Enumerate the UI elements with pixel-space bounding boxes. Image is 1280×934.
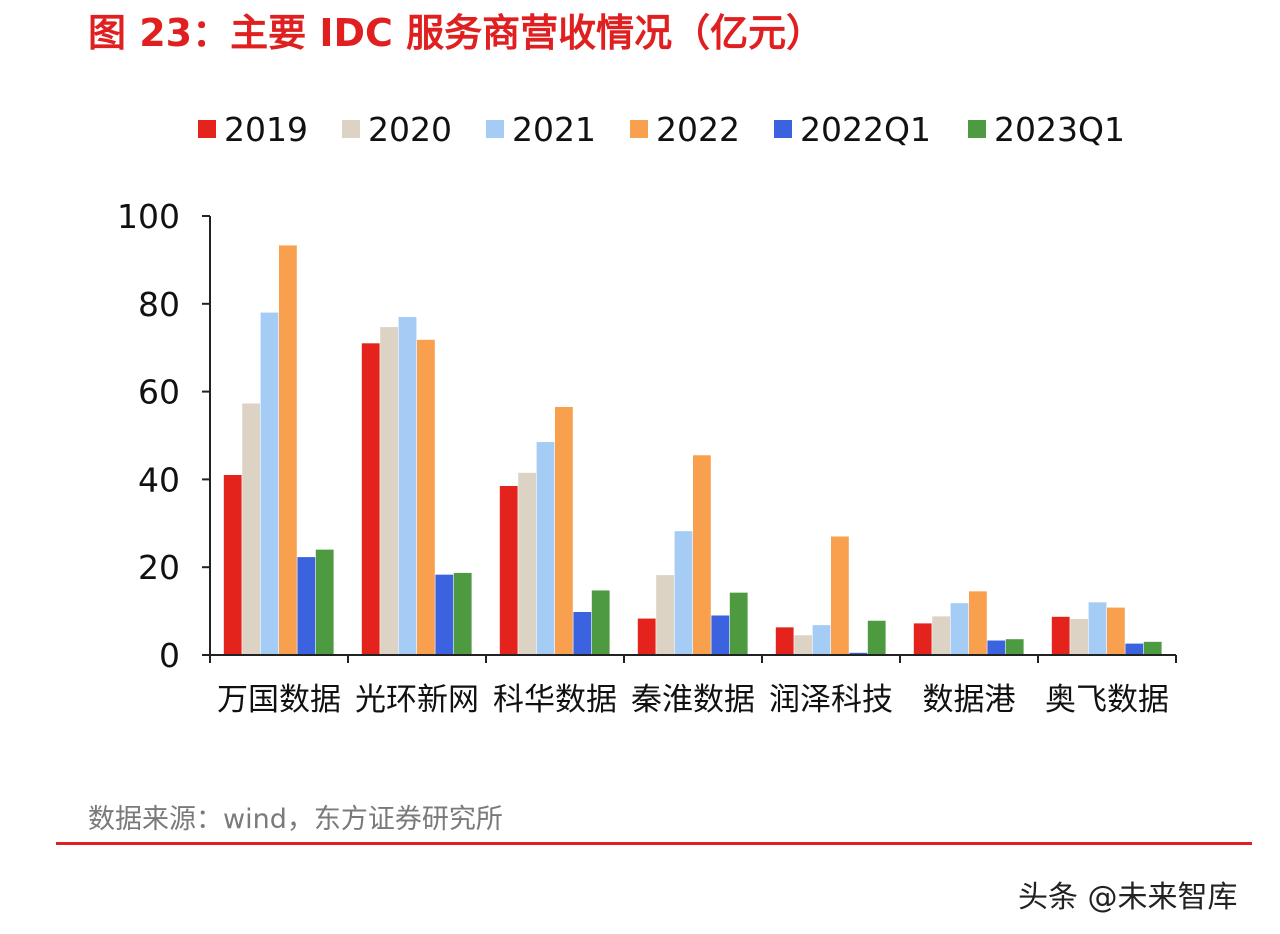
bar xyxy=(969,591,987,655)
legend-swatch xyxy=(968,120,986,138)
legend-label: 2022 xyxy=(656,110,740,149)
watermark: 头条 @未来智库 xyxy=(1018,880,1238,915)
bar xyxy=(1005,639,1024,655)
bar xyxy=(499,485,518,655)
bar xyxy=(297,557,316,655)
x-tick-label: 科华数据 xyxy=(493,682,617,718)
bar xyxy=(279,245,297,655)
legend-item: 2020 xyxy=(342,110,452,149)
bar-group xyxy=(1051,602,1162,655)
bar xyxy=(242,403,260,655)
legend-item: 2023Q1 xyxy=(968,110,1125,149)
legend-swatch xyxy=(486,120,504,138)
bar xyxy=(987,640,1006,655)
bar xyxy=(913,623,932,655)
x-tick-label: 润泽科技 xyxy=(769,682,893,718)
bar xyxy=(315,549,334,655)
bar xyxy=(555,406,573,655)
legend-label: 2019 xyxy=(224,110,308,149)
figure-title: 图 23：主要 IDC 服务商营收情况（亿元） xyxy=(88,11,825,55)
x-tick-label: 万国数据 xyxy=(217,682,341,718)
y-axis: 0 20 40 60 80 100 xyxy=(117,197,211,675)
bar xyxy=(260,312,279,655)
legend-item: 2021 xyxy=(486,110,596,149)
y-tick-label: 20 xyxy=(138,548,180,587)
chart-legend: 2019 2020 2021 2022 2022Q1 2023Q1 xyxy=(198,110,1125,149)
bar-group xyxy=(499,406,610,655)
bar-group xyxy=(913,591,1024,655)
bar xyxy=(518,472,536,655)
legend-label: 2022Q1 xyxy=(800,110,931,149)
y-tick-label: 60 xyxy=(138,373,180,412)
x-tick-label: 数据港 xyxy=(923,682,1016,718)
bar xyxy=(573,611,592,655)
bar xyxy=(361,343,380,655)
x-axis: 万国数据 光环新网 科华数据 秦淮数据 润泽科技 数据港 奥飞数据 xyxy=(209,654,1177,718)
bar xyxy=(932,616,950,655)
x-tick-label: 秦淮数据 xyxy=(631,682,755,718)
bar xyxy=(1125,643,1144,655)
bar xyxy=(867,620,886,655)
source-note: 数据来源：wind，东方证券研究所 xyxy=(88,804,503,835)
bar xyxy=(398,316,417,655)
bar-group xyxy=(361,316,472,655)
bar xyxy=(1051,616,1070,655)
bar xyxy=(674,531,693,655)
bar xyxy=(417,339,435,655)
legend-swatch xyxy=(630,120,648,138)
bar-group xyxy=(775,536,886,655)
legend-swatch xyxy=(198,120,216,138)
bar-group xyxy=(223,245,334,655)
bar xyxy=(536,442,555,655)
bar xyxy=(223,475,242,655)
bar xyxy=(1070,619,1088,655)
bar xyxy=(849,652,868,655)
bar xyxy=(591,590,610,655)
bar xyxy=(729,592,748,655)
legend-swatch xyxy=(342,120,360,138)
bar xyxy=(812,625,831,655)
bar xyxy=(453,572,472,655)
y-tick-label: 40 xyxy=(138,460,180,499)
bar xyxy=(637,618,656,655)
x-tick-label: 光环新网 xyxy=(355,682,479,718)
bar-group xyxy=(637,455,748,655)
bar xyxy=(656,575,674,655)
bar xyxy=(1107,607,1125,655)
bar xyxy=(693,455,711,655)
legend-item: 2019 xyxy=(198,110,308,149)
divider-line xyxy=(56,842,1252,845)
bar xyxy=(1088,602,1107,655)
bar xyxy=(711,615,730,655)
y-tick-label: 0 xyxy=(159,636,180,675)
chart-bars xyxy=(223,245,1162,655)
bar xyxy=(950,603,969,655)
bar xyxy=(775,627,794,655)
y-tick-label: 80 xyxy=(138,285,180,324)
bar xyxy=(1143,641,1162,655)
legend-label: 2021 xyxy=(512,110,596,149)
legend-label: 2020 xyxy=(368,110,452,149)
legend-label: 2023Q1 xyxy=(994,110,1125,149)
x-tick-label: 奥飞数据 xyxy=(1045,682,1169,718)
bar xyxy=(435,574,454,655)
bar xyxy=(831,536,849,655)
legend-item: 2022 xyxy=(630,110,740,149)
bar xyxy=(380,327,398,655)
bar xyxy=(794,635,812,655)
legend-item: 2022Q1 xyxy=(774,110,931,149)
bar-chart: 2019 2020 2021 2022 2022Q1 2023Q1 0 20 40 60 80 10… xyxy=(117,110,1177,718)
y-tick-label: 100 xyxy=(117,197,180,236)
legend-swatch xyxy=(774,120,792,138)
